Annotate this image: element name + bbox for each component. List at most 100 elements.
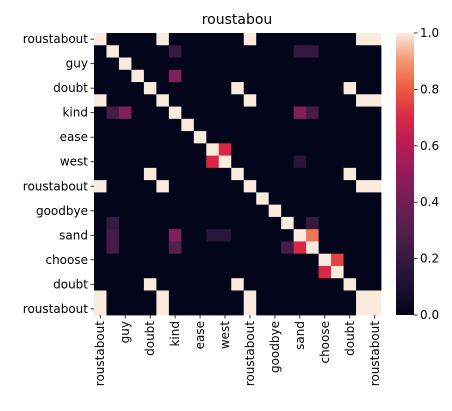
heatmap-cell	[131, 69, 145, 83]
heatmap-cell	[168, 143, 182, 157]
heatmap-cell	[156, 33, 170, 46]
heatmap-cell	[94, 33, 107, 46]
heatmap-cell	[256, 69, 270, 83]
heatmap-cell	[143, 192, 157, 206]
heatmap-cell	[368, 33, 382, 46]
heatmap-cell	[181, 192, 195, 206]
heatmap-cell	[306, 69, 320, 83]
heatmap-cell	[206, 229, 220, 242]
heatmap-cell	[268, 167, 282, 181]
heatmap-cell	[131, 33, 145, 46]
heatmap-cell	[156, 155, 170, 169]
heatmap-cell	[106, 45, 120, 58]
heatmap-cell	[106, 229, 120, 242]
heatmap-cell	[318, 253, 332, 267]
heatmap-cell	[131, 118, 145, 132]
heatmap-cell	[118, 155, 132, 169]
heatmap-cell	[231, 167, 245, 181]
heatmap-cell	[131, 106, 145, 120]
heatmap-cell	[231, 216, 245, 230]
heatmap-cell	[293, 204, 307, 218]
heatmap-cell	[94, 167, 107, 181]
heatmap-cell	[243, 278, 257, 291]
heatmap-cell	[356, 167, 369, 181]
heatmap-cell	[181, 204, 195, 218]
chart-title: roustabou	[202, 12, 273, 28]
heatmap-cell	[356, 216, 369, 230]
heatmap-cell	[218, 229, 232, 242]
x-tick-label: choose	[318, 321, 332, 364]
heatmap-cell	[368, 82, 382, 95]
heatmap-cell	[356, 155, 369, 169]
heatmap-cell	[268, 290, 282, 304]
heatmap-cell	[268, 180, 282, 193]
heatmap-cell	[168, 192, 182, 206]
x-axis-ticks: roustabout guy doubt kind ease west roustabout…	[93, 315, 382, 386]
heatmap-cell	[168, 82, 182, 95]
heatmap-cell	[281, 302, 295, 316]
heatmap-cell	[268, 204, 282, 218]
y-tick-label: choose	[45, 253, 88, 267]
heatmap-cell	[318, 131, 332, 144]
heatmap-cell	[343, 45, 357, 58]
heatmap-cell	[343, 180, 357, 193]
heatmap-cell	[343, 82, 357, 95]
heatmap-cell	[106, 155, 120, 169]
heatmap-cell	[156, 229, 170, 242]
heatmap-cell	[293, 302, 307, 316]
heatmap-cell	[243, 57, 257, 71]
heatmap-cell	[256, 33, 270, 46]
heatmap-cell	[318, 143, 332, 157]
heatmap-cell	[206, 241, 220, 255]
heatmap-cell	[106, 204, 120, 218]
heatmap-cell	[281, 253, 295, 267]
heatmap-cell	[181, 94, 195, 107]
heatmap-cell	[143, 131, 157, 144]
heatmap-cell	[218, 180, 232, 193]
heatmap-cell	[218, 57, 232, 71]
heatmap-cell	[268, 265, 282, 279]
heatmap-cell	[206, 57, 220, 71]
heatmap-cell	[106, 192, 120, 206]
heatmap-cell	[106, 131, 120, 144]
heatmap-cell	[268, 118, 282, 132]
heatmap-cell	[318, 204, 332, 218]
heatmap-cell	[306, 216, 320, 230]
heatmap-cell	[156, 192, 170, 206]
heatmap-cell	[193, 180, 207, 193]
heatmap-cell	[218, 265, 232, 279]
heatmap-cell	[143, 143, 157, 157]
heatmap-cell	[243, 290, 257, 304]
heatmap-cell	[243, 118, 257, 132]
heatmap-cell	[256, 229, 270, 242]
heatmap-cell	[331, 82, 344, 95]
heatmap-cell	[218, 45, 232, 58]
colorbar	[396, 33, 414, 315]
heatmap-cell	[356, 106, 369, 120]
heatmap-cell	[281, 290, 295, 304]
heatmap-cell	[231, 302, 245, 316]
heatmap-cell	[268, 82, 282, 95]
x-tick-label: sand	[293, 321, 307, 350]
heatmap-cell	[368, 204, 382, 218]
heatmap-cell	[231, 241, 245, 255]
heatmap-cell	[243, 143, 257, 157]
heatmap-cell	[218, 278, 232, 291]
heatmap-cell	[256, 241, 270, 255]
heatmap-cell	[368, 290, 382, 304]
heatmap-cell	[256, 94, 270, 107]
heatmap-cell	[118, 192, 132, 206]
heatmap-cell	[131, 204, 145, 218]
heatmap-cell	[131, 290, 145, 304]
heatmap-cell	[281, 131, 295, 144]
heatmap-cell	[243, 180, 257, 193]
heatmap-cell	[106, 118, 120, 132]
heatmap-cell	[143, 167, 157, 181]
heatmap-cell	[94, 290, 107, 304]
heatmap-cell	[281, 278, 295, 291]
heatmap-cell	[131, 167, 145, 181]
heatmap-cell	[331, 167, 344, 181]
heatmap-cell	[206, 94, 220, 107]
heatmap-cell	[143, 69, 157, 83]
heatmap-cell	[293, 45, 307, 58]
